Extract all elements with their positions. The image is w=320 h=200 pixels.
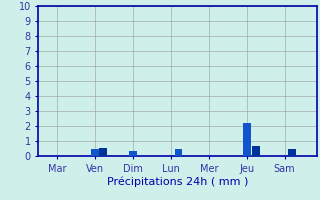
- Bar: [129, 151, 137, 156]
- Bar: [252, 146, 260, 156]
- Bar: [243, 123, 251, 156]
- Bar: [288, 148, 296, 156]
- Bar: [99, 148, 107, 156]
- X-axis label: Précipitations 24h ( mm ): Précipitations 24h ( mm ): [107, 176, 248, 187]
- Bar: [175, 148, 182, 156]
- Bar: [92, 149, 99, 156]
